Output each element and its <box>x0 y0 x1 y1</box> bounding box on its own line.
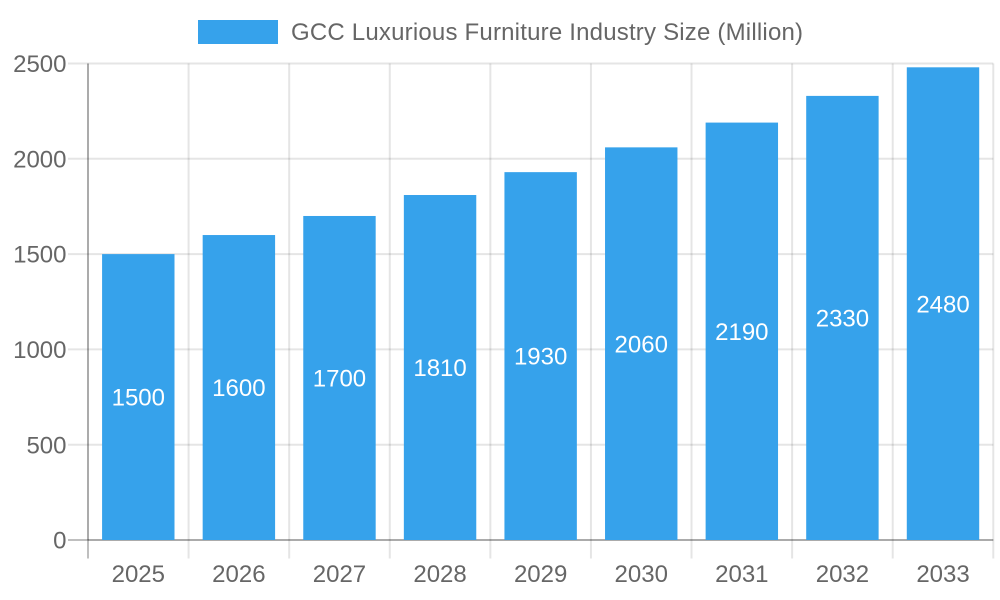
svg-text:2025: 2025 <box>112 561 165 588</box>
svg-text:2029: 2029 <box>514 561 567 588</box>
svg-text:2032: 2032 <box>816 561 869 588</box>
svg-text:2000: 2000 <box>13 146 66 173</box>
svg-text:0: 0 <box>53 528 66 555</box>
svg-text:1500: 1500 <box>13 242 66 269</box>
svg-text:1930: 1930 <box>514 344 567 371</box>
svg-text:1000: 1000 <box>13 337 66 364</box>
svg-text:1600: 1600 <box>212 375 265 402</box>
svg-text:GCC Luxurious Furniture Indust: GCC Luxurious Furniture Industry Size (M… <box>291 19 803 46</box>
svg-text:2026: 2026 <box>212 561 265 588</box>
svg-text:1500: 1500 <box>112 385 165 412</box>
svg-text:2027: 2027 <box>313 561 366 588</box>
svg-text:2028: 2028 <box>413 561 466 588</box>
svg-text:500: 500 <box>26 432 66 459</box>
svg-text:2190: 2190 <box>715 319 768 346</box>
svg-text:2031: 2031 <box>715 561 768 588</box>
svg-text:2330: 2330 <box>816 306 869 333</box>
svg-text:2480: 2480 <box>916 291 969 318</box>
svg-text:1700: 1700 <box>313 366 366 393</box>
svg-text:2030: 2030 <box>615 561 668 588</box>
svg-text:2060: 2060 <box>615 331 668 358</box>
svg-text:2033: 2033 <box>916 561 969 588</box>
svg-text:2500: 2500 <box>13 51 66 78</box>
svg-text:1810: 1810 <box>413 355 466 382</box>
